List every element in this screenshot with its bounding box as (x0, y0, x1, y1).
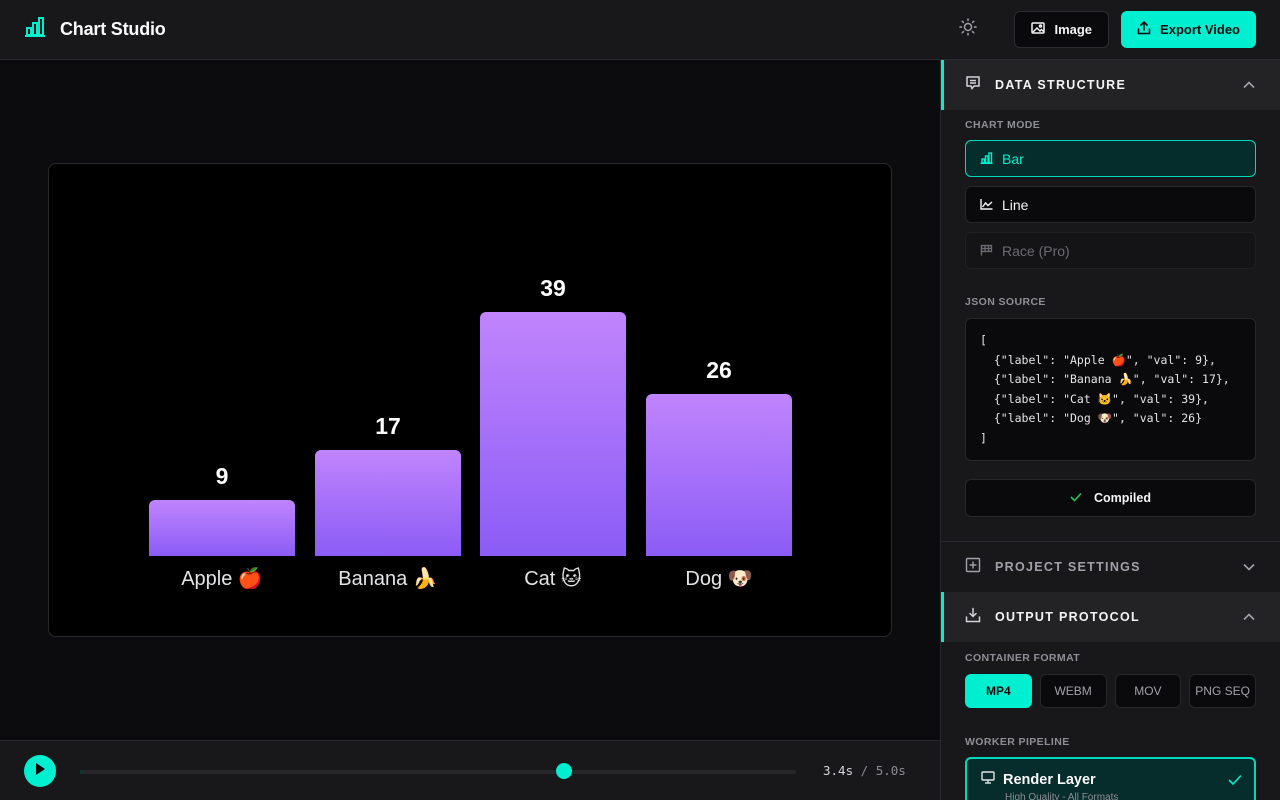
chart-canvas: 9 Apple 🍎 17 Banana 🍌 39 Cat 🐱 26 Dog 🐶 (48, 163, 892, 637)
time-display: 3.4s / 5.0s (823, 763, 906, 778)
image-icon (1031, 22, 1046, 37)
plus-square-icon (965, 557, 981, 578)
monitor-icon (981, 771, 995, 788)
bar-chart-icon (24, 17, 46, 42)
current-time: 3.4s (823, 763, 854, 778)
mode-bar-button[interactable]: Bar (965, 140, 1256, 177)
top-bar: Chart Studio Image Export Video (0, 0, 1280, 60)
check-icon (1228, 773, 1242, 791)
upload-icon (1137, 20, 1151, 38)
format-mov-button[interactable]: MOV (1114, 674, 1182, 708)
bar-group-banana: 17 Banana 🍌 (315, 164, 461, 590)
bar-apple (149, 500, 295, 556)
compile-status: Compiled (965, 479, 1256, 517)
scrubber-progress (80, 770, 83, 774)
bar-label: Apple 🍎 (181, 568, 263, 590)
format-mp4-button[interactable]: MP4 (965, 674, 1032, 708)
worker-pipeline-label: WORKER PIPELINE (965, 736, 1070, 748)
chevron-up-icon (1242, 78, 1256, 92)
bar-label: Banana 🍌 (338, 568, 438, 590)
bar-label: Cat 🐱 (524, 568, 582, 590)
download-icon (965, 607, 981, 628)
export-video-button[interactable]: Export Video (1121, 11, 1256, 48)
export-video-label: Export Video (1160, 22, 1240, 37)
pipeline-subtitle: High Quality - All Formats (1005, 792, 1119, 800)
bar-dog (646, 394, 792, 556)
scrubber-handle[interactable] (556, 763, 572, 779)
bar-group-apple: 9 Apple 🍎 (149, 164, 295, 590)
export-image-button[interactable]: Image (1014, 11, 1110, 48)
image-button-label: Image (1054, 22, 1093, 37)
output-protocol-body: CONTAINER FORMAT MP4 WEBM MOV PNG SEQ WO… (941, 642, 1280, 800)
message-square-icon (965, 75, 981, 96)
bar-banana (315, 450, 461, 556)
timeline-scrubber[interactable] (80, 770, 796, 774)
theme-toggle-button[interactable] (950, 12, 986, 48)
bar-cat (480, 312, 626, 556)
pipeline-title: Render Layer (1003, 771, 1096, 788)
container-format-options: MP4 WEBM MOV PNG SEQ (965, 674, 1256, 708)
play-icon (34, 762, 46, 781)
section-header-data-structure[interactable]: DATA STRUCTURE (941, 60, 1280, 110)
chevron-down-icon (1242, 560, 1256, 574)
bar-group-dog: 26 Dog 🐶 (646, 164, 792, 590)
bar-chart-icon (980, 151, 993, 167)
container-format-label: CONTAINER FORMAT (965, 652, 1081, 664)
chevron-up-icon (1242, 610, 1256, 624)
mode-race-button: Race (Pro) (965, 232, 1256, 269)
play-button[interactable] (24, 755, 56, 787)
compile-status-text: Compiled (1094, 491, 1151, 505)
bar-value: 39 (540, 275, 566, 301)
format-webm-button[interactable]: WEBM (1039, 674, 1107, 708)
data-structure-body: CHART MODE Bar Line Race (Pro) JSON SOUR… (941, 110, 1280, 517)
mode-line-button[interactable]: Line (965, 186, 1256, 223)
section-header-output-protocol[interactable]: OUTPUT PROTOCOL (941, 592, 1280, 642)
format-png-seq-button[interactable]: PNG SEQ (1189, 674, 1256, 708)
bar-group-cat: 39 Cat 🐱 (480, 164, 626, 590)
sun-icon (959, 18, 978, 41)
bar-label: Dog 🐶 (685, 568, 753, 590)
section-divider (941, 541, 1280, 542)
app-title: Chart Studio (60, 19, 166, 39)
bar-value: 17 (375, 413, 401, 439)
timeline-bar: 3.4s / 5.0s (0, 740, 940, 800)
brand: Chart Studio (24, 17, 166, 42)
mode-label: Bar (1002, 150, 1024, 167)
flag-icon (980, 243, 993, 259)
mode-label: Line (1002, 196, 1029, 213)
time-separator: / (860, 763, 869, 778)
mode-label: Race (Pro) (1002, 242, 1070, 259)
pipeline-render-layer-option[interactable]: Render Layer High Quality - All Formats (965, 757, 1256, 800)
chart-mode-label: CHART MODE (965, 119, 1041, 131)
preview-area: 9 Apple 🍎 17 Banana 🍌 39 Cat 🐱 26 Dog 🐶 (0, 60, 940, 740)
check-icon (1070, 491, 1082, 505)
section-title: DATA STRUCTURE (995, 78, 1127, 92)
section-title: PROJECT SETTINGS (995, 560, 1141, 574)
bar-value: 26 (706, 357, 732, 383)
total-time: 5.0s (875, 763, 906, 778)
section-header-project-settings[interactable]: PROJECT SETTINGS (941, 542, 1280, 592)
json-source-label: JSON SOURCE (965, 296, 1046, 308)
line-chart-icon (980, 197, 993, 213)
bar-value: 9 (215, 463, 229, 489)
settings-sidebar: DATA STRUCTURE CHART MODE Bar Line Race … (940, 60, 1280, 800)
json-source-editor[interactable]: [ {"label": "Apple 🍎", "val": 9}, {"labe… (965, 318, 1256, 461)
section-title: OUTPUT PROTOCOL (995, 610, 1140, 624)
bar-chart: 9 Apple 🍎 17 Banana 🍌 39 Cat 🐱 26 Dog 🐶 (149, 164, 793, 590)
